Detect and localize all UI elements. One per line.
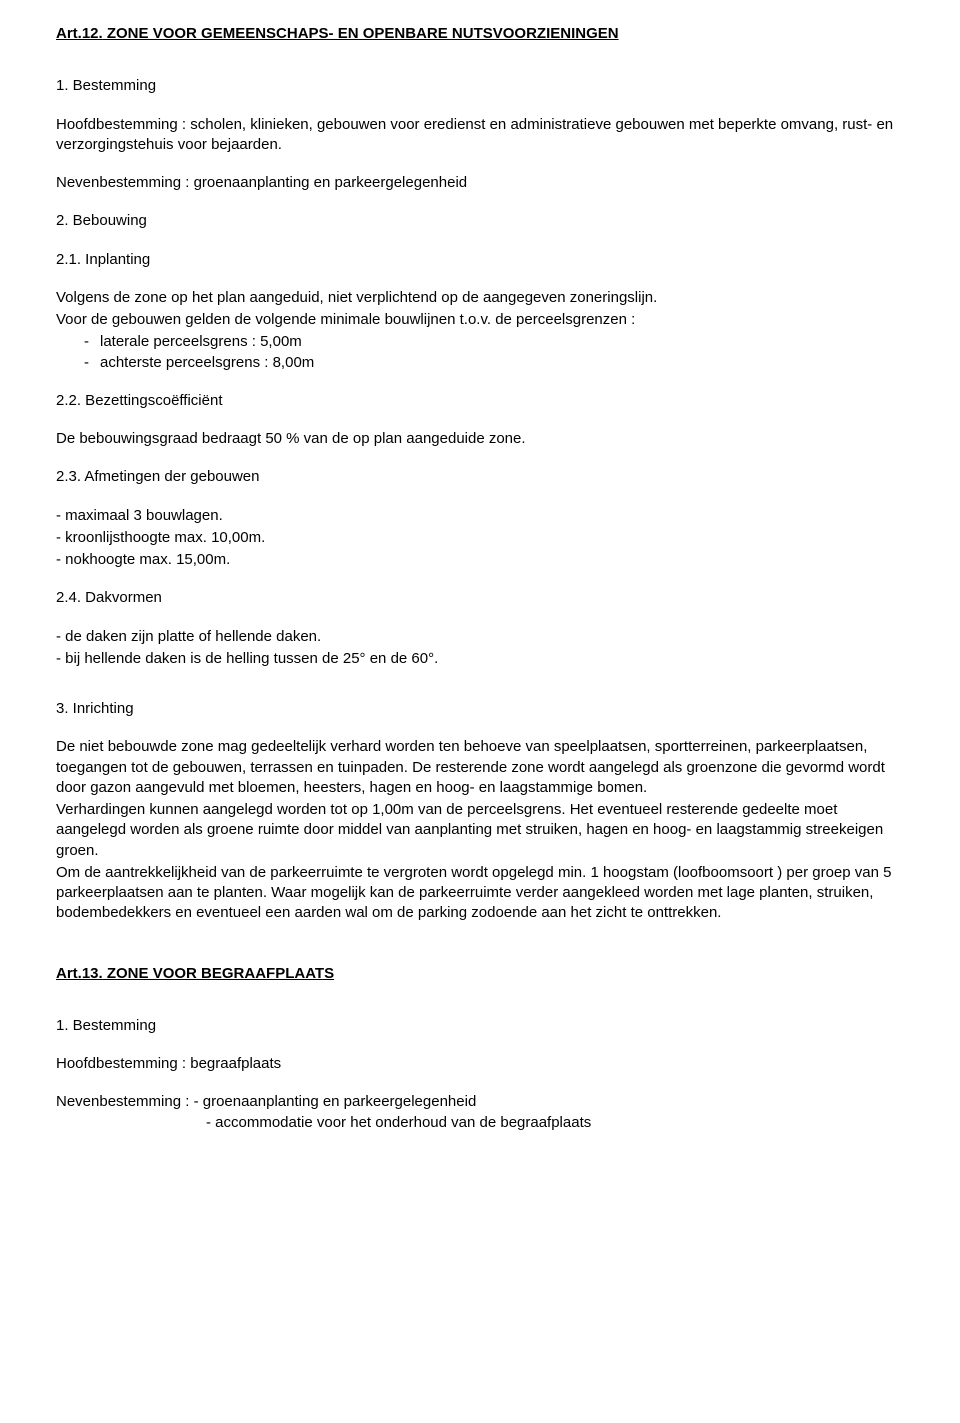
section-2-4-line-2: - bij hellende daken is de helling tusse… bbox=[56, 649, 904, 669]
section-2-1-heading: 2.1. Inplanting bbox=[56, 250, 904, 270]
section-2-3-line-2: - kroonlijsthoogte max. 10,00m. bbox=[56, 528, 904, 548]
art13-neven-line-2: - accommodatie voor het onderhoud van de… bbox=[56, 1113, 904, 1133]
section-2-2-heading: 2.2. Bezettingscoëfficiënt bbox=[56, 391, 904, 411]
document-page: Art.12. ZONE VOOR GEMEENSCHAPS- EN OPENB… bbox=[0, 0, 960, 1423]
section-3-heading: 3. Inrichting bbox=[56, 699, 904, 719]
article-12-heading: ZONE VOOR GEMEENSCHAPS- EN OPENBARE NUTS… bbox=[103, 25, 619, 42]
section-2-2-paragraph: De bebouwingsgraad bedraagt 50 % van de … bbox=[56, 429, 904, 449]
art13-neven-line-1: Nevenbestemming : - groenaanplanting en … bbox=[56, 1092, 904, 1112]
bullet-item: - laterale perceelsgrens : 5,00m bbox=[56, 332, 904, 352]
bullet-text: achterste perceelsgrens : 8,00m bbox=[100, 353, 314, 373]
section-2-heading: 2. Bebouwing bbox=[56, 211, 904, 231]
section-1-paragraph-2: Nevenbestemming : groenaanplanting en pa… bbox=[56, 173, 904, 193]
section-2-3-heading: 2.3. Afmetingen der gebouwen bbox=[56, 467, 904, 487]
section-2-1-paragraph-1: Volgens de zone op het plan aangeduid, n… bbox=[56, 288, 904, 308]
section-2-3-line-3: - nokhoogte max. 15,00m. bbox=[56, 550, 904, 570]
article-13-title: Art.13. ZONE VOOR BEGRAAFPLAATS bbox=[56, 964, 904, 984]
art13-section-1-paragraph-1: Hoofdbestemming : begraafplaats bbox=[56, 1054, 904, 1074]
art13-neven-text-2: - accommodatie voor het onderhoud van de… bbox=[206, 1113, 591, 1133]
section-2-3-line-1: - maximaal 3 bouwlagen. bbox=[56, 506, 904, 526]
bullet-item: - achterste perceelsgrens : 8,00m bbox=[56, 353, 904, 373]
section-2-4-line-1: - de daken zijn platte of hellende daken… bbox=[56, 627, 904, 647]
section-3-paragraph-3: Om de aantrekkelijkheid van de parkeerru… bbox=[56, 863, 904, 924]
article-12-number: Art.12. bbox=[56, 25, 103, 42]
art13-section-1-heading: 1. Bestemming bbox=[56, 1016, 904, 1036]
section-1-paragraph-1: Hoofdbestemming : scholen, klinieken, ge… bbox=[56, 115, 904, 156]
indent-spacer bbox=[56, 1113, 206, 1133]
section-2-4-heading: 2.4. Dakvormen bbox=[56, 588, 904, 608]
art13-nevenbestemming: Nevenbestemming : - groenaanplanting en … bbox=[56, 1092, 904, 1133]
section-2-1-paragraph-2: Voor de gebouwen gelden de volgende mini… bbox=[56, 310, 904, 330]
section-2-1-bullets: - laterale perceelsgrens : 5,00m - achte… bbox=[56, 332, 904, 373]
bullet-text: laterale perceelsgrens : 5,00m bbox=[100, 332, 302, 352]
dash-icon: - bbox=[56, 332, 100, 352]
article-12-title: Art.12. ZONE VOOR GEMEENSCHAPS- EN OPENB… bbox=[56, 24, 904, 44]
dash-icon: - bbox=[56, 353, 100, 373]
section-3-paragraph-1: De niet bebouwde zone mag gedeeltelijk v… bbox=[56, 737, 904, 798]
article-13-number: Art.13. bbox=[56, 965, 103, 982]
section-1-heading: 1. Bestemming bbox=[56, 76, 904, 96]
article-13-heading: ZONE VOOR BEGRAAFPLAATS bbox=[103, 965, 334, 982]
section-3-paragraph-2: Verhardingen kunnen aangelegd worden tot… bbox=[56, 800, 904, 861]
art13-neven-text-1: Nevenbestemming : - groenaanplanting en … bbox=[56, 1092, 476, 1112]
